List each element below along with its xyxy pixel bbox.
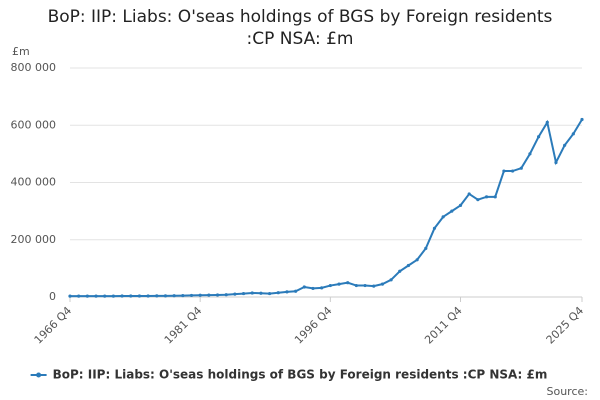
- data-point: [337, 282, 341, 286]
- data-point: [163, 294, 168, 298]
- data-point: [189, 293, 194, 298]
- data-point: [502, 169, 506, 173]
- data-point: [259, 291, 263, 295]
- x-tick-label: 2025 Q4: [544, 304, 587, 347]
- data-point: [68, 294, 72, 298]
- data-point: [181, 293, 185, 298]
- data-point: [85, 294, 89, 298]
- legend-label: BoP: IIP: Liabs: O'seas holdings of BGS …: [53, 368, 548, 382]
- data-point: [545, 120, 549, 124]
- data-point: [137, 294, 142, 298]
- y-tick-label: 400 000: [11, 176, 57, 189]
- data-point: [398, 269, 402, 273]
- y-unit: £m: [12, 45, 30, 58]
- data-point: [224, 293, 228, 297]
- data-point: [458, 203, 463, 207]
- data-point: [103, 294, 107, 298]
- y-tick-label: 200 000: [11, 233, 57, 246]
- data-point: [493, 195, 497, 199]
- source: Source:: [547, 385, 589, 398]
- data-point: [510, 169, 515, 173]
- data-point: [450, 209, 454, 213]
- data-point: [111, 294, 115, 298]
- data-point: [537, 135, 541, 139]
- data-point: [302, 285, 306, 289]
- data-point: [380, 282, 385, 286]
- data-point: [571, 132, 575, 136]
- data-point: [415, 258, 419, 262]
- data-point: [146, 294, 150, 298]
- data-point: [207, 293, 211, 297]
- data-point: [467, 192, 471, 196]
- data-point: [372, 284, 376, 288]
- data-point: [94, 294, 98, 298]
- data-point: [233, 292, 237, 296]
- data-point: [363, 283, 367, 288]
- x-tick-label: 1966 Q4: [32, 304, 75, 347]
- data-point: [432, 226, 437, 230]
- data-point: [563, 143, 567, 147]
- data-point: [267, 291, 272, 296]
- data-point: [320, 286, 324, 290]
- x-tick-label: 1981 Q4: [162, 304, 205, 347]
- data-point: [484, 195, 489, 199]
- data-point: [328, 283, 332, 288]
- data-line: [70, 119, 583, 298]
- data-point: [120, 294, 124, 298]
- data-point: [554, 160, 558, 165]
- data-point: [215, 293, 220, 297]
- data-point: [155, 294, 159, 298]
- data-point: [285, 290, 289, 294]
- data-point: [354, 283, 358, 288]
- y-tick-label: 600 000: [11, 118, 57, 131]
- x-tick-label: 2011 Q4: [422, 304, 465, 347]
- data-point: [198, 293, 202, 297]
- data-point: [441, 215, 445, 219]
- data-point: [294, 289, 298, 293]
- data-point: [406, 263, 411, 268]
- data-point: [476, 198, 480, 202]
- data-point: [346, 281, 350, 285]
- data-point: [241, 291, 246, 296]
- y-tick-label: 800 000: [11, 61, 57, 74]
- y-tick-label: 0: [49, 290, 56, 303]
- data-point: [129, 294, 133, 298]
- data-point: [528, 152, 532, 156]
- data-point: [580, 117, 584, 122]
- data-point: [424, 246, 428, 250]
- chart-title: BoP: IIP: Liabs: O'seas holdings of BGS …: [47, 7, 553, 49]
- data-point: [77, 294, 81, 298]
- data-point: [311, 286, 315, 291]
- data-point: [389, 278, 393, 282]
- legend-marker: [36, 372, 42, 378]
- x-tick-label: 1996 Q4: [292, 304, 335, 347]
- data-point: [276, 291, 280, 295]
- data-point: [250, 291, 254, 295]
- data-point: [172, 294, 176, 298]
- data-point: [519, 166, 523, 170]
